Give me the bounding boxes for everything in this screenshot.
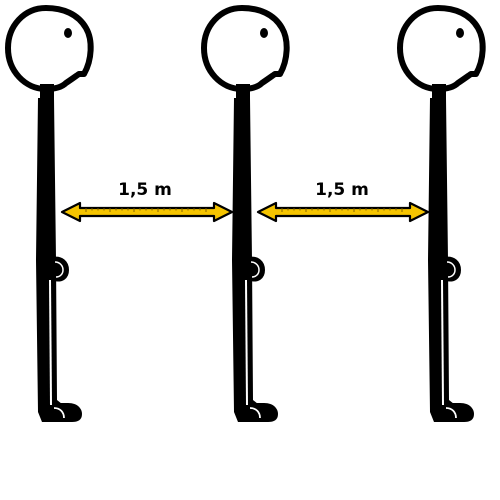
distance-label-right: 1,5 m [315, 180, 369, 200]
distance-arrow-right [256, 201, 430, 223]
distance-label-left: 1,5 m [118, 180, 172, 200]
distance-arrow-left [60, 201, 234, 223]
